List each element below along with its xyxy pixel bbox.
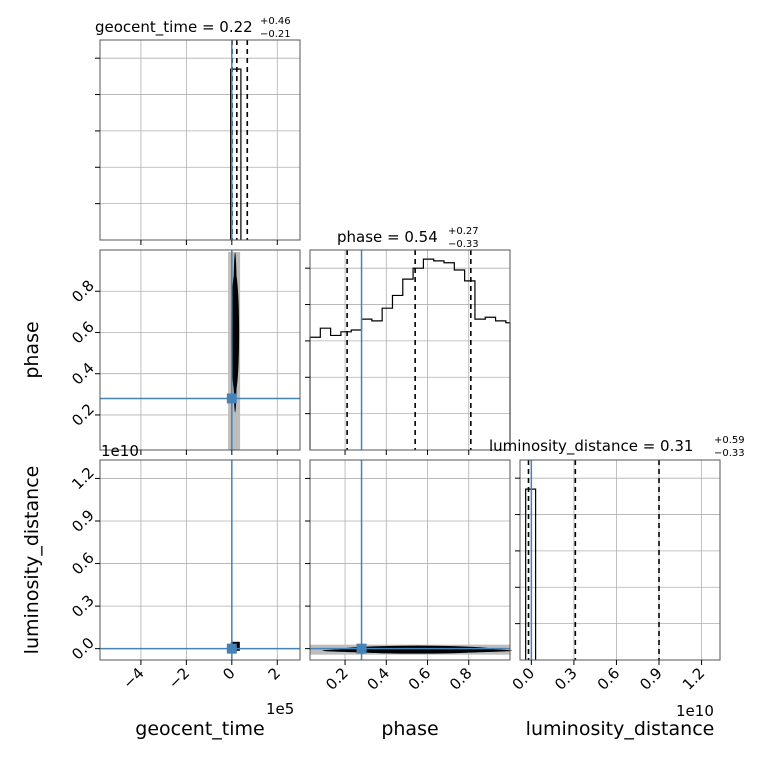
title-geocent-time-minus: −0.21 (260, 29, 291, 40)
title-geocent-time: geocent_time = 0.22 (95, 18, 253, 37)
title-luminosity-distance: luminosity_distance = 0.31 (489, 437, 693, 456)
xlabel-phase: phase (381, 718, 438, 740)
ylabel-phase: phase (21, 321, 43, 378)
truth-layer (100, 40, 533, 660)
x-tick-label: −4 (119, 664, 147, 692)
y-tick-label: 0.0 (68, 634, 98, 664)
y-tick-label: 0.6 (68, 549, 98, 579)
histogram-layer (230, 40, 660, 660)
panel-frame (309, 249, 511, 451)
x-tick-label: 0.2 (322, 664, 352, 694)
x-tick-label: 0.0 (509, 664, 539, 694)
histogram-geocent_time (230, 68, 242, 240)
xlabel-geocent-time: geocent_time (135, 718, 264, 740)
title-luminosity-distance-minus: −0.33 (714, 448, 745, 459)
density-contour (322, 648, 513, 653)
grid-layer (100, 40, 720, 660)
y-tick-label: 0.2 (68, 400, 98, 430)
y-tick-label: 0.4 (68, 359, 98, 389)
panel-frame (99, 249, 301, 451)
x-tick-label: 0.4 (364, 664, 394, 694)
y-tick-label: 0.6 (68, 318, 98, 348)
x-tick-label: −2 (165, 664, 193, 692)
y-tick-label: 0.8 (68, 276, 98, 306)
panel-frame (99, 459, 301, 661)
xlabel-luminosity-distance: luminosity_distance (526, 718, 715, 740)
x-tick-label: 0.9 (636, 664, 666, 694)
density-contour (233, 252, 238, 413)
title-phase-plus: +0.27 (448, 226, 479, 237)
y-tick-label: 0.9 (68, 506, 98, 536)
x-tick-label: 0.8 (446, 664, 476, 694)
truth-marker (356, 643, 367, 654)
y-tick-label: 1.2 (68, 464, 98, 494)
x-tick-label: 0 (219, 664, 238, 683)
histogram-phase (309, 258, 511, 450)
x-tick-label: 2 (265, 664, 284, 683)
offset-luminosity-distance-x: 1e10 (676, 702, 714, 720)
tick-layer: 0.2 0.4 0.6 0.8 −4 −2 0 2 0.0 0.3 0.6 0.9 1.2 0.2 0.4 0… (68, 57, 709, 694)
panel-frame (99, 39, 301, 241)
offset-geocent-time-x: 1e5 (266, 700, 294, 718)
ylabel-luminosity-distance: luminosity_distance (21, 466, 43, 655)
truth-marker (226, 643, 237, 654)
title-luminosity-distance-plus: +0.59 (714, 435, 745, 446)
x-tick-label: 0.6 (405, 664, 435, 694)
title-phase-minus: −0.33 (448, 239, 479, 250)
truth-marker (226, 393, 237, 404)
panel-frame (519, 459, 721, 661)
y-tick-label: 0.3 (68, 591, 98, 621)
offset-luminosity-distance-y: 1e10 (101, 442, 139, 460)
x-tick-label: 1.2 (679, 664, 709, 694)
density-layer (228, 252, 513, 655)
x-tick-label: 0.3 (551, 664, 581, 694)
title-geocent-time-plus: +0.46 (260, 16, 291, 27)
x-tick-label: 0.6 (594, 664, 624, 694)
title-phase: phase = 0.54 (337, 228, 438, 246)
panel-frame (309, 459, 511, 661)
axes-frames (99, 39, 721, 661)
